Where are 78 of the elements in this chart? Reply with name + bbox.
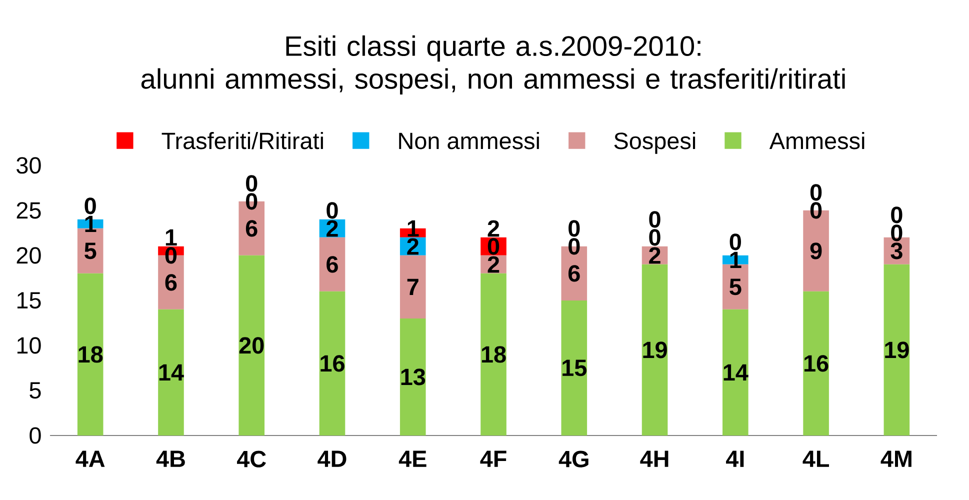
y-tick-label: 25 — [16, 202, 41, 219]
data-label: 2 — [488, 220, 500, 237]
data-label: 1 — [166, 229, 177, 246]
legend-label: Trasferiti/Ritirati — [162, 132, 323, 150]
y-tick-label: 15 — [17, 292, 41, 309]
data-label: 5 — [730, 278, 742, 296]
y-tick-label: 20 — [16, 247, 41, 264]
data-label: 0 — [649, 211, 660, 228]
x-tick-label: 4L — [802, 450, 830, 467]
data-label: 16 — [320, 355, 344, 372]
x-tick-label: 4G — [558, 450, 588, 468]
data-label: 6 — [568, 265, 580, 282]
data-label: 0 — [730, 234, 741, 250]
data-label: 13 — [401, 368, 426, 386]
data-label: 9 — [810, 242, 822, 260]
legend-label: Ammessi — [769, 132, 864, 150]
data-label: 0 — [891, 224, 902, 242]
data-label: 0 — [326, 202, 338, 219]
data-label: 7 — [407, 278, 418, 295]
data-label: 0 — [649, 229, 660, 246]
bar — [480, 273, 506, 436]
x-tick-label: 4A — [76, 450, 105, 467]
bar — [400, 318, 426, 436]
data-label: 0 — [891, 206, 902, 224]
bar — [77, 273, 104, 436]
x-tick-label: 4I — [726, 450, 744, 467]
data-label: 18 — [482, 346, 506, 363]
bar — [561, 300, 588, 436]
data-label: 0 — [568, 238, 580, 255]
data-label: 0 — [810, 202, 822, 219]
data-label: 1 — [730, 252, 742, 268]
chart-title: Esiti classi quarte a.s.2009-2010: alunni ammessi, sospesi, non ammessi e trasferiti/ritirati — [141, 35, 845, 94]
data-label: 14 — [724, 364, 748, 380]
x-tick-label: 4F — [480, 450, 506, 467]
legend-label: Sospesi — [614, 132, 696, 154]
data-label: 2 — [407, 238, 418, 255]
data-label: 6 — [326, 256, 338, 273]
y-tick-label: 5 — [30, 382, 41, 399]
data-label: 19 — [885, 342, 909, 358]
legend-label: Non ammessi — [399, 132, 539, 150]
data-label: 3 — [890, 242, 902, 260]
bar — [803, 291, 829, 436]
x-tick-label: 4E — [398, 450, 426, 467]
x-tick-label: 4D — [318, 450, 346, 467]
bar — [884, 264, 910, 436]
x-tick-label: 4H — [640, 450, 668, 467]
y-tick-label: 30 — [16, 157, 41, 174]
bar — [158, 309, 184, 436]
data-label: 1 — [85, 216, 96, 232]
bar — [722, 309, 748, 436]
data-label: 6 — [246, 220, 258, 237]
data-label: 20 — [239, 337, 264, 354]
y-tick-label: 0 — [30, 427, 41, 444]
data-label: 15 — [562, 360, 587, 376]
data-label: 6 — [165, 274, 177, 291]
data-label: 18 — [78, 346, 103, 363]
x-tick-label: 4M — [880, 450, 912, 467]
x-tick-label: 4B — [156, 450, 185, 467]
data-label: 5 — [84, 242, 96, 260]
data-label: 19 — [643, 342, 667, 358]
bar — [642, 264, 668, 436]
data-label: 0 — [488, 238, 500, 255]
data-label: 0 — [568, 220, 580, 237]
bar — [319, 237, 346, 292]
data-label: 2 — [649, 247, 660, 264]
data-label: 0 — [246, 193, 258, 210]
data-label: 0 — [246, 175, 258, 192]
bar — [319, 291, 346, 436]
data-label: 16 — [804, 355, 828, 372]
bar — [400, 255, 426, 318]
data-label: 0 — [84, 198, 96, 214]
data-label: 14 — [159, 364, 184, 380]
bar — [238, 255, 265, 436]
data-label: 0 — [810, 184, 822, 201]
data-label: 2 — [326, 220, 338, 237]
y-tick-label: 10 — [17, 337, 41, 354]
data-label: 2 — [488, 256, 500, 273]
x-tick-label: 4C — [237, 450, 266, 468]
